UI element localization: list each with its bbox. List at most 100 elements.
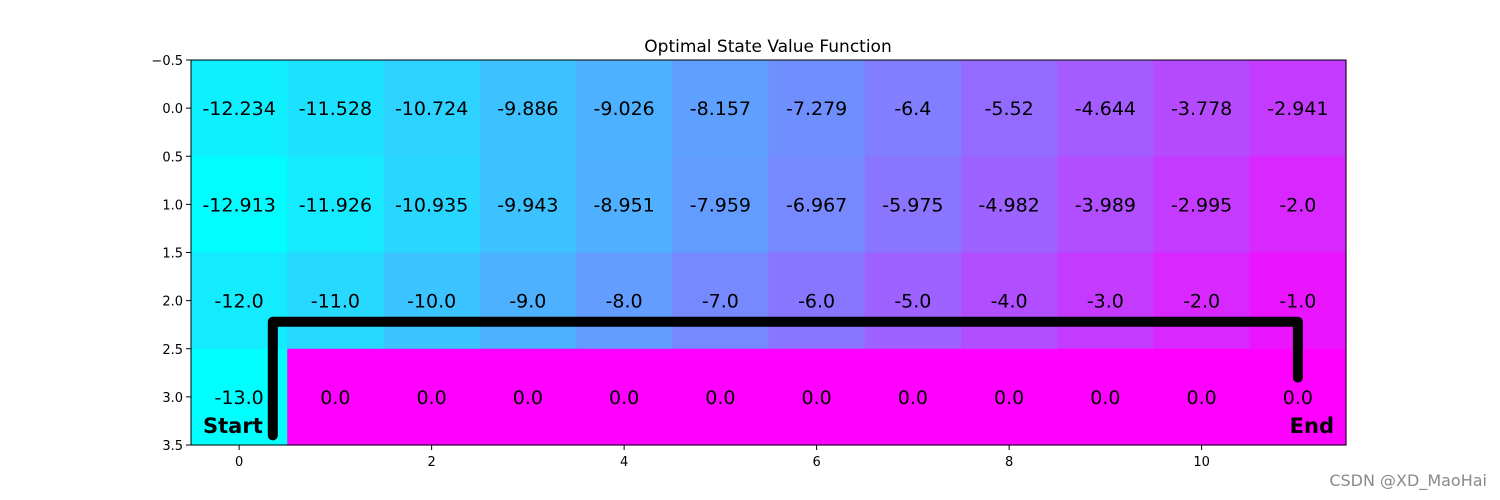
cell-value-label: -1.0 xyxy=(1279,291,1316,313)
heatmap-cell xyxy=(864,348,962,446)
start-label: Start xyxy=(203,414,263,438)
heatmap-cell xyxy=(191,60,288,157)
y-tick-label: −0.5 xyxy=(151,54,183,69)
x-tick-label: 6 xyxy=(812,455,820,470)
cell-value-label: -9.026 xyxy=(594,98,655,120)
cell-value-label: -12.234 xyxy=(202,98,275,120)
cell-value-label: 0.0 xyxy=(320,387,350,409)
cell-value-label: -12.913 xyxy=(202,194,275,216)
cell-value-label: -12.0 xyxy=(215,291,264,313)
watermark: CSDN @XD_MaoHai xyxy=(1329,471,1487,490)
y-tick-label: 1.5 xyxy=(162,247,183,262)
axes: 0 2 4 6 8 10 −0.5 0.0 0.5 1.0 1.5 2.0 2.5 3.0 3.5 xyxy=(151,54,1347,470)
cell-value-label: -11.926 xyxy=(299,194,372,216)
cell-value-label: -9.943 xyxy=(497,194,558,216)
heatmap-cells xyxy=(191,60,1347,446)
heatmap-cell xyxy=(479,156,577,254)
cell-value-label: -4.982 xyxy=(979,194,1040,216)
heatmap-cell xyxy=(672,60,770,157)
end-label: End xyxy=(1290,414,1334,438)
start-end-markers: Start End xyxy=(203,414,1334,438)
x-tick-label: 2 xyxy=(427,455,435,470)
x-tick-label: 4 xyxy=(620,455,628,470)
cell-value-label: -10.724 xyxy=(395,98,468,120)
cell-value-label: 0.0 xyxy=(1283,387,1313,409)
cell-value-label: 0.0 xyxy=(1187,387,1217,409)
cell-value-label: -2.941 xyxy=(1267,98,1328,120)
cell-value-label: -7.0 xyxy=(702,291,739,313)
cell-value-label: -6.4 xyxy=(894,98,931,120)
cell-value-label: -6.0 xyxy=(798,291,835,313)
cell-value-label: -4.0 xyxy=(991,291,1028,313)
heatmap-cell xyxy=(672,156,770,254)
cell-value-label: 0.0 xyxy=(417,387,447,409)
y-tick-label: 1.0 xyxy=(162,198,183,213)
y-tick-label: 0.5 xyxy=(162,150,183,165)
heatmap-cell xyxy=(768,348,866,446)
heatmap-cell xyxy=(961,60,1058,157)
cell-value-label: 0.0 xyxy=(994,387,1024,409)
y-tick-label: 2.0 xyxy=(162,295,183,310)
cell-value-label: -3.778 xyxy=(1171,98,1232,120)
heatmap-cell xyxy=(479,60,577,157)
heatmap-cell xyxy=(287,348,385,446)
heatmap-cell xyxy=(1057,252,1155,350)
heatmap-cell xyxy=(576,348,673,446)
heatmap-cell xyxy=(1153,60,1251,157)
cell-value-label: -8.951 xyxy=(594,194,655,216)
cell-value-label: -7.959 xyxy=(690,194,751,216)
heatmap-cell xyxy=(1057,348,1155,446)
heatmap-cell xyxy=(961,252,1058,350)
cell-value-label: -2.995 xyxy=(1171,194,1232,216)
cell-value-label: -5.0 xyxy=(894,291,931,313)
heatmap-cell xyxy=(768,252,866,350)
heatmap-cell xyxy=(576,60,673,157)
cell-value-label: -2.0 xyxy=(1183,291,1220,313)
x-tick-label: 8 xyxy=(1005,455,1013,470)
heatmap-cell xyxy=(1153,156,1251,254)
x-tick-label: 0 xyxy=(235,455,243,470)
cell-value-label: 0.0 xyxy=(1090,387,1120,409)
cell-value-label: -10.935 xyxy=(395,194,468,216)
optimal-path xyxy=(267,316,1303,441)
cell-value-label: -3.0 xyxy=(1087,291,1124,313)
optimal-path-line xyxy=(267,316,1303,441)
heatmap-cell xyxy=(1057,156,1155,254)
heatmap-cell xyxy=(576,252,673,350)
cell-value-label: -9.886 xyxy=(497,98,558,120)
heatmap-cell xyxy=(672,348,770,446)
heatmap-cell xyxy=(961,156,1058,254)
x-tick-label: 10 xyxy=(1193,455,1210,470)
y-tick-label: 0.0 xyxy=(162,102,183,117)
heatmap-cell xyxy=(479,348,577,446)
heatmap-cell xyxy=(191,156,288,254)
cell-value-label: -8.157 xyxy=(690,98,751,120)
heatmap-cell xyxy=(383,252,481,350)
cell-value-label: 0.0 xyxy=(705,387,735,409)
heatmap-cell xyxy=(287,252,385,350)
cell-value-label: -6.967 xyxy=(786,194,847,216)
heatmap-cell xyxy=(1057,60,1155,157)
cell-value-label: -5.975 xyxy=(882,194,943,216)
heatmap-cell xyxy=(1249,156,1347,254)
heatmap-cell xyxy=(287,156,385,254)
heatmap-cell xyxy=(576,156,673,254)
cell-value-label: 0.0 xyxy=(513,387,543,409)
heatmap-cell xyxy=(961,348,1058,446)
cell-value-label: 0.0 xyxy=(898,387,928,409)
heatmap-cell xyxy=(864,156,962,254)
heatmap-cell xyxy=(287,60,385,157)
heatmap-cell xyxy=(768,156,866,254)
heatmap-cell xyxy=(1153,252,1251,350)
heatmap-cell xyxy=(672,252,770,350)
heatmap-cell xyxy=(479,252,577,350)
heatmap-cell xyxy=(383,348,481,446)
cell-value-label: 0.0 xyxy=(802,387,832,409)
heatmap-cell xyxy=(1249,60,1347,157)
cell-value-label: -9.0 xyxy=(509,291,546,313)
cell-value-label: -8.0 xyxy=(606,291,643,313)
cell-value-label: -4.644 xyxy=(1075,98,1136,120)
y-tick-label: 2.5 xyxy=(162,343,183,358)
cell-value-label: -10.0 xyxy=(407,291,456,313)
